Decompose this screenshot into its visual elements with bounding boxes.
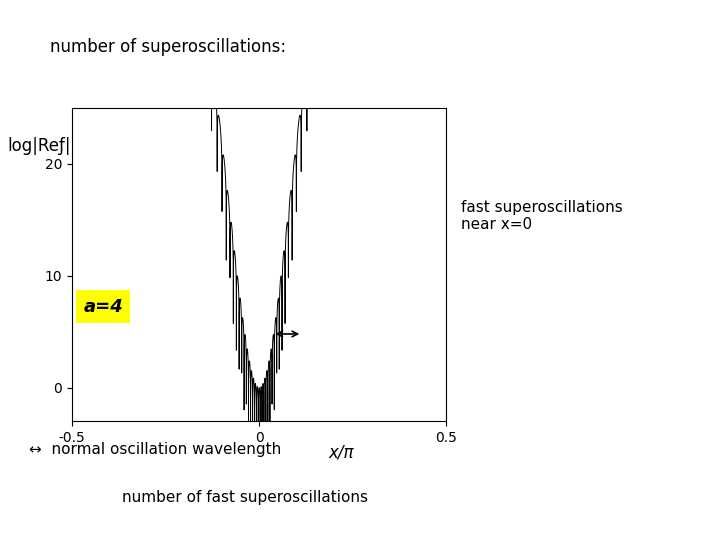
Text: number of superoscillations:: number of superoscillations: [50, 38, 287, 56]
Text: number of fast superoscillations: number of fast superoscillations [122, 490, 369, 505]
X-axis label: x/π: x/π [329, 443, 354, 461]
Text: ↔  normal oscillation wavelength: ↔ normal oscillation wavelength [29, 442, 281, 457]
Text: a=4: a=4 [84, 298, 123, 315]
Text: log|Reƒ|: log|Reƒ| [7, 137, 71, 155]
Text: fast superoscillations
near x=0: fast superoscillations near x=0 [461, 200, 623, 232]
